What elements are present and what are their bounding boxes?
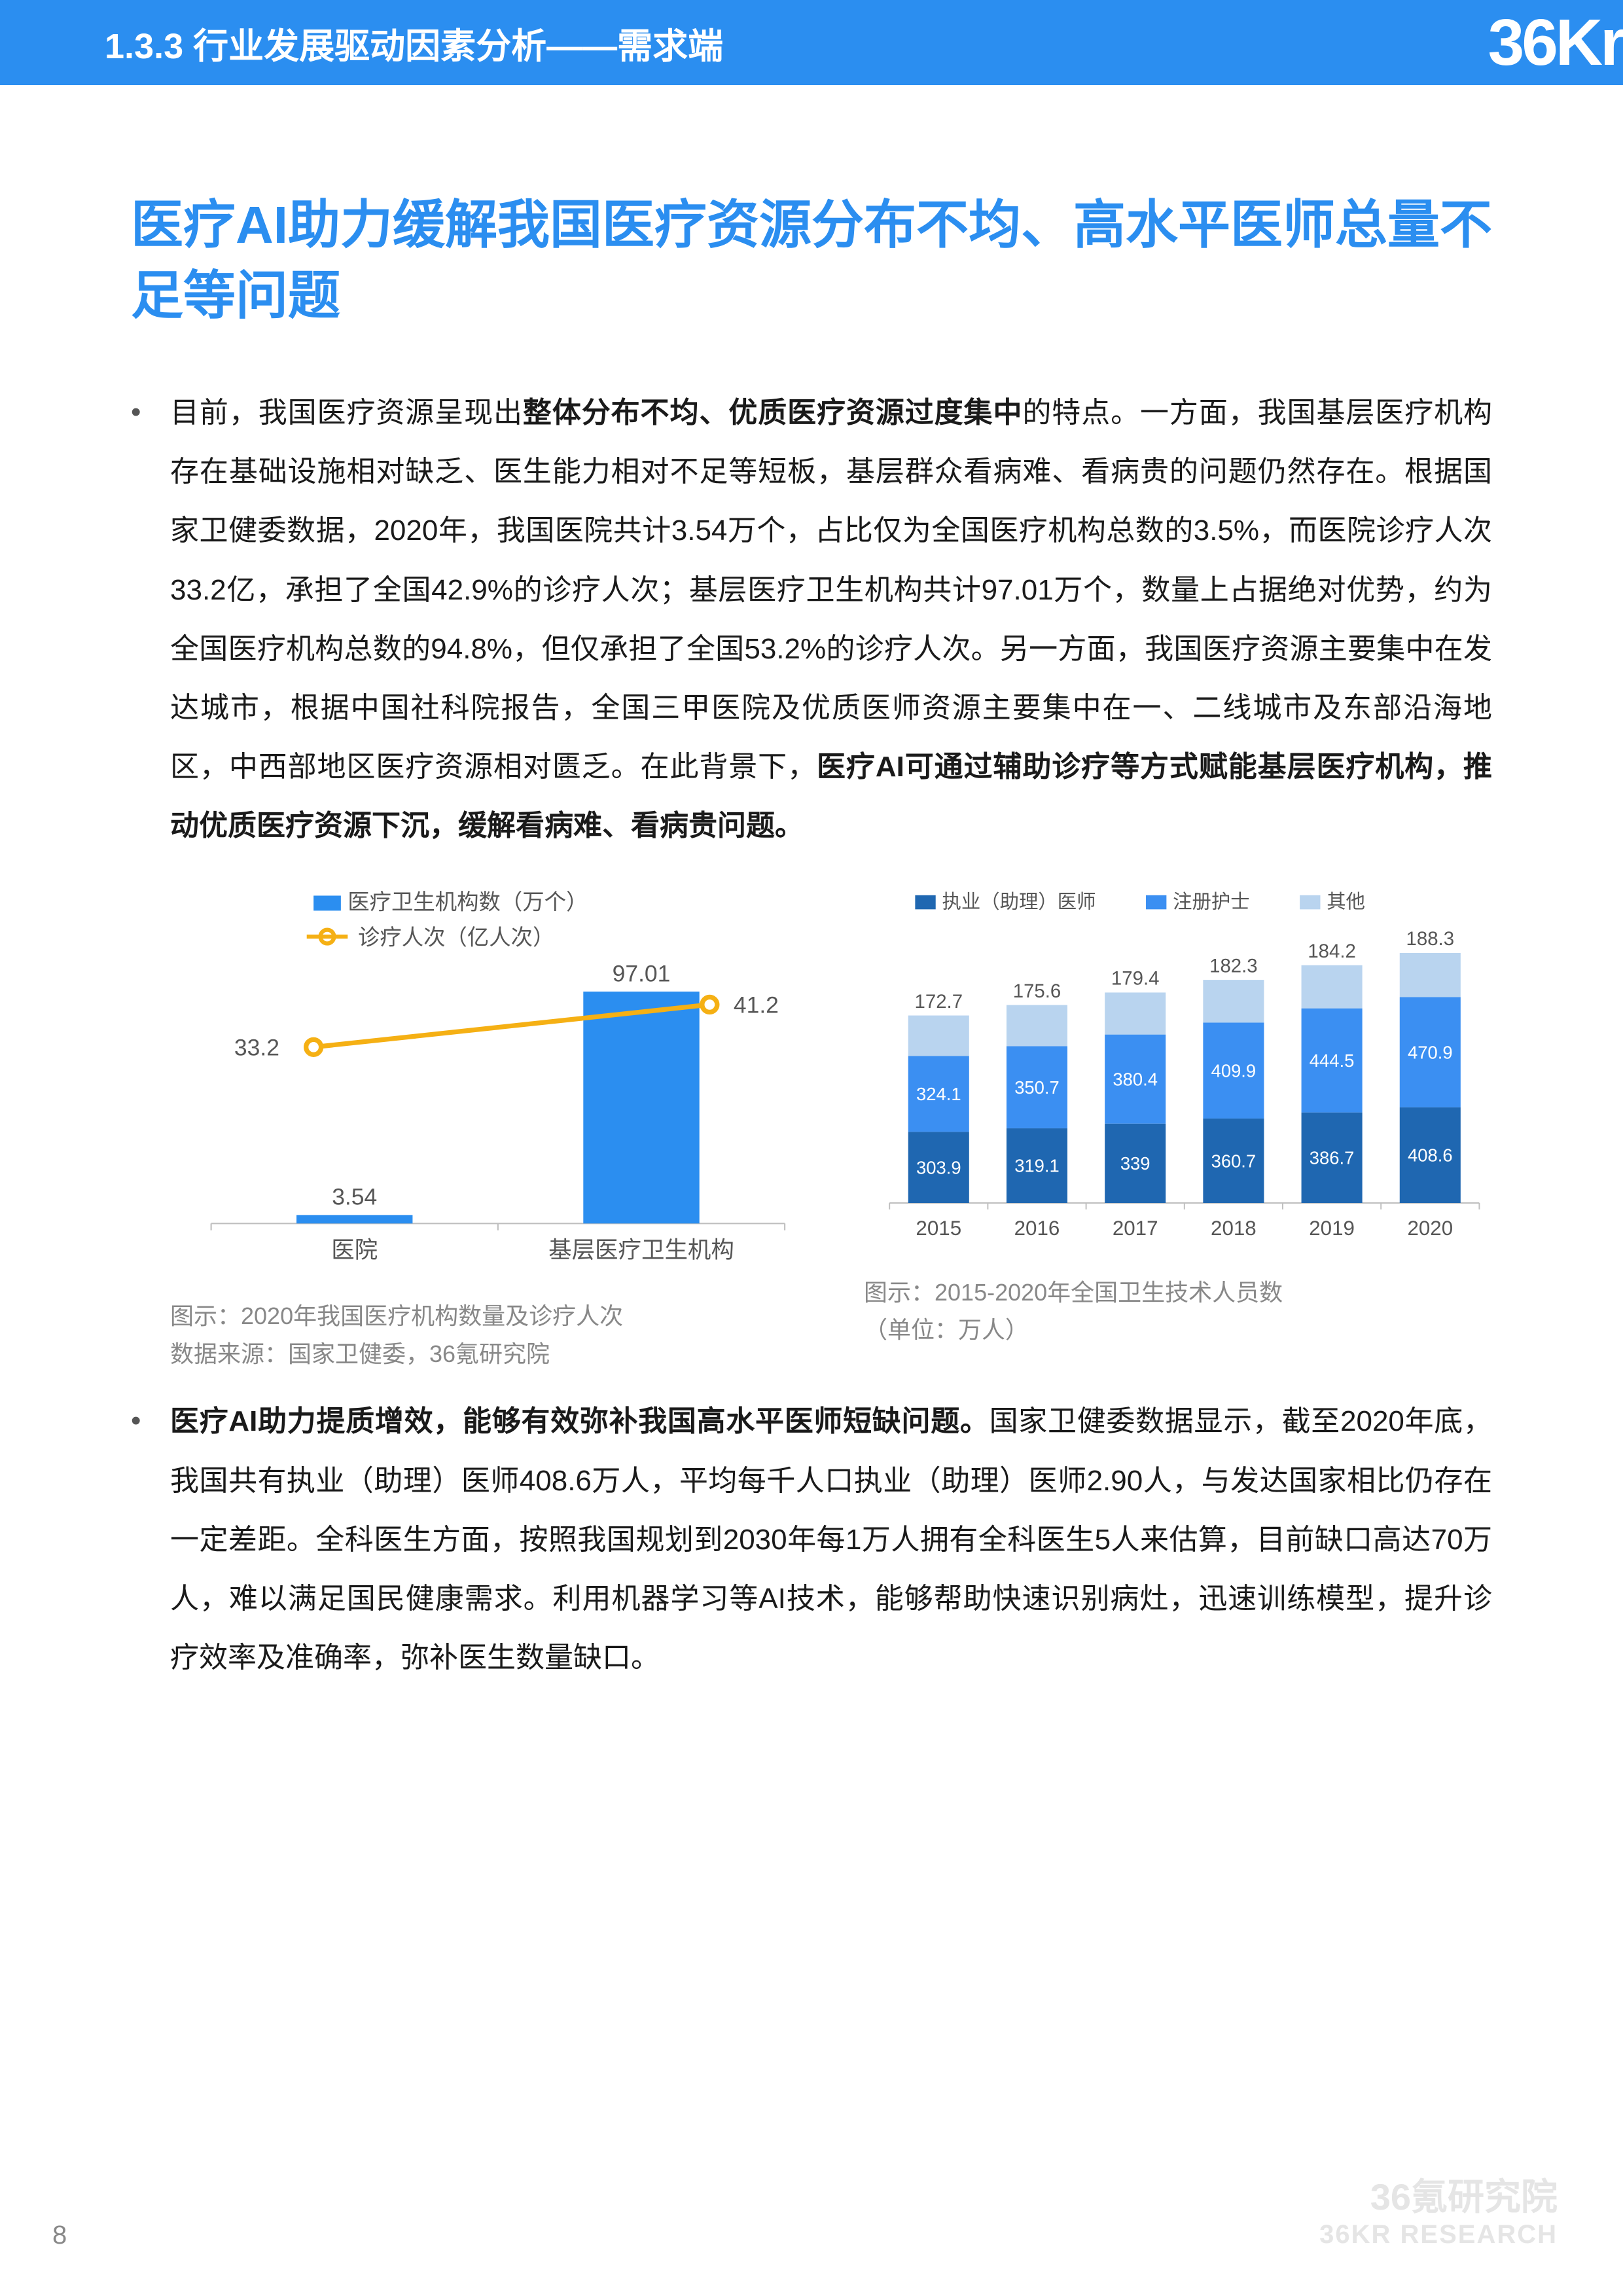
svg-text:409.9: 409.9: [1211, 1060, 1257, 1081]
cl-caption-l1: 图示：2020年我国医疗机构数量及诊疗人次: [170, 1297, 798, 1335]
svg-text:2019: 2019: [1309, 1216, 1355, 1239]
section-title: 1.3.3 行业发展驱动因素分析——需求端: [105, 17, 723, 69]
bullet-icon: •: [131, 1392, 170, 1687]
svg-text:360.7: 360.7: [1211, 1151, 1257, 1171]
svg-text:470.9: 470.9: [1408, 1042, 1453, 1062]
svg-text:179.4: 179.4: [1111, 967, 1160, 989]
chart-left-caption: 图示：2020年我国医疗机构数量及诊疗人次 数据来源：国家卫健委，36氪研究院: [170, 1297, 798, 1372]
svg-text:324.1: 324.1: [916, 1084, 961, 1104]
svg-text:注册护士: 注册护士: [1173, 891, 1250, 912]
svg-text:408.6: 408.6: [1408, 1145, 1453, 1165]
header-bar: 1.3.3 行业发展驱动因素分析——需求端 36Kr: [0, 0, 1623, 85]
svg-text:基层医疗卫生机构: 基层医疗卫生机构: [548, 1236, 734, 1263]
p1-t1: 目前，我国医疗资源呈现出: [170, 397, 523, 429]
svg-text:172.7: 172.7: [915, 990, 963, 1012]
svg-text:3.54: 3.54: [332, 1183, 377, 1210]
svg-text:303.9: 303.9: [916, 1157, 961, 1177]
watermark-en: 36KR RESEARCH: [1319, 2219, 1558, 2250]
svg-text:350.7: 350.7: [1014, 1077, 1060, 1097]
paragraph-2-text: 医疗AI助力提质增效，能够有效弥补我国高水平医师短缺问题。国家卫健委数据显示，截…: [170, 1392, 1492, 1687]
svg-text:2016: 2016: [1014, 1216, 1060, 1239]
watermark: 36氪研究院 36KR RESEARCH: [1319, 2175, 1558, 2250]
svg-text:2017: 2017: [1113, 1216, 1158, 1239]
paragraph-1-text: 目前，我国医疗资源呈现出整体分布不均、优质医疗资源过度集中的特点。一方面，我国基…: [170, 384, 1492, 856]
svg-text:97.01: 97.01: [613, 960, 671, 986]
svg-text:444.5: 444.5: [1310, 1050, 1355, 1070]
page-content: 医疗AI助力缓解我国医疗资源分布不均、高水平医师总量不足等问题 • 目前，我国医…: [0, 85, 1623, 1687]
svg-text:33.2: 33.2: [234, 1034, 279, 1060]
p2-b1: 医疗AI助力提质增效，能够有效弥补我国高水平医师短缺问题。: [170, 1405, 990, 1437]
watermark-cn: 36氪研究院: [1319, 2175, 1558, 2219]
page-number: 8: [52, 2221, 67, 2250]
svg-text:医院: 医院: [331, 1236, 378, 1263]
svg-text:其他: 其他: [1327, 891, 1365, 912]
cr-caption-l1: 图示：2015-2020年全国卫生技术人员数: [864, 1274, 1492, 1312]
svg-text:386.7: 386.7: [1310, 1147, 1355, 1168]
svg-text:319.1: 319.1: [1014, 1155, 1060, 1175]
chart-right-caption: 图示：2015-2020年全国卫生技术人员数 （单位：万人）: [864, 1274, 1492, 1349]
p2-t1: 国家卫健委数据显示，截至2020年底，我国共有执业（助理）医师408.6万人，平…: [170, 1405, 1492, 1674]
svg-text:41.2: 41.2: [734, 992, 779, 1018]
paragraph-1: • 目前，我国医疗资源呈现出整体分布不均、优质医疗资源过度集中的特点。一方面，我…: [131, 384, 1492, 856]
chart-right-col: 执业（助理）医师 注册护士 其他 303.9 324.1 172.7 2015 319.1 35…: [864, 889, 1492, 1373]
brand-logo: 36Kr: [1488, 0, 1623, 85]
svg-text:执业（助理）医师: 执业（助理）医师: [942, 891, 1096, 912]
p1-t2: 的特点。一方面，我国基层医疗机构存在基础设施相对缺乏、医生能力相对不足等短板，基…: [170, 397, 1492, 783]
svg-text:2020: 2020: [1407, 1216, 1453, 1239]
chart-right: 执业（助理）医师 注册护士 其他 303.9 324.1 172.7 2015 319.1 35…: [864, 889, 1492, 1254]
svg-text:175.6: 175.6: [1013, 980, 1061, 1001]
svg-text:诊疗人次（亿人次）: 诊疗人次（亿人次）: [358, 925, 554, 950]
svg-text:2018: 2018: [1211, 1216, 1257, 1239]
cl-caption-l2: 数据来源：国家卫健委，36氪研究院: [170, 1335, 798, 1373]
svg-text:188.3: 188.3: [1406, 928, 1455, 950]
svg-text:医疗卫生机构数（万个）: 医疗卫生机构数（万个）: [348, 890, 588, 914]
svg-text:339: 339: [1120, 1153, 1150, 1174]
svg-text:182.3: 182.3: [1209, 955, 1258, 977]
page-title: 医疗AI助力缓解我国医疗资源分布不均、高水平医师总量不足等问题: [131, 190, 1492, 331]
cr-caption-l2: （单位：万人）: [864, 1311, 1492, 1349]
svg-text:380.4: 380.4: [1113, 1069, 1158, 1089]
charts-row: 医疗卫生机构数（万个） 诊疗人次（亿人次） 3.54 医院 97.01 基层医疗卫生机构 3…: [170, 889, 1492, 1373]
bullet-icon: •: [131, 384, 170, 856]
svg-text:2015: 2015: [916, 1216, 961, 1239]
svg-text:184.2: 184.2: [1308, 940, 1356, 961]
paragraph-2: • 医疗AI助力提质增效，能够有效弥补我国高水平医师短缺问题。国家卫健委数据显示…: [131, 1392, 1492, 1687]
p1-b1: 整体分布不均、优质医疗资源过度集中: [523, 397, 1022, 429]
chart-left: 医疗卫生机构数（万个） 诊疗人次（亿人次） 3.54 医院 97.01 基层医疗卫生机构 3…: [170, 889, 798, 1278]
chart-left-col: 医疗卫生机构数（万个） 诊疗人次（亿人次） 3.54 医院 97.01 基层医疗卫生机构 3…: [170, 889, 798, 1373]
